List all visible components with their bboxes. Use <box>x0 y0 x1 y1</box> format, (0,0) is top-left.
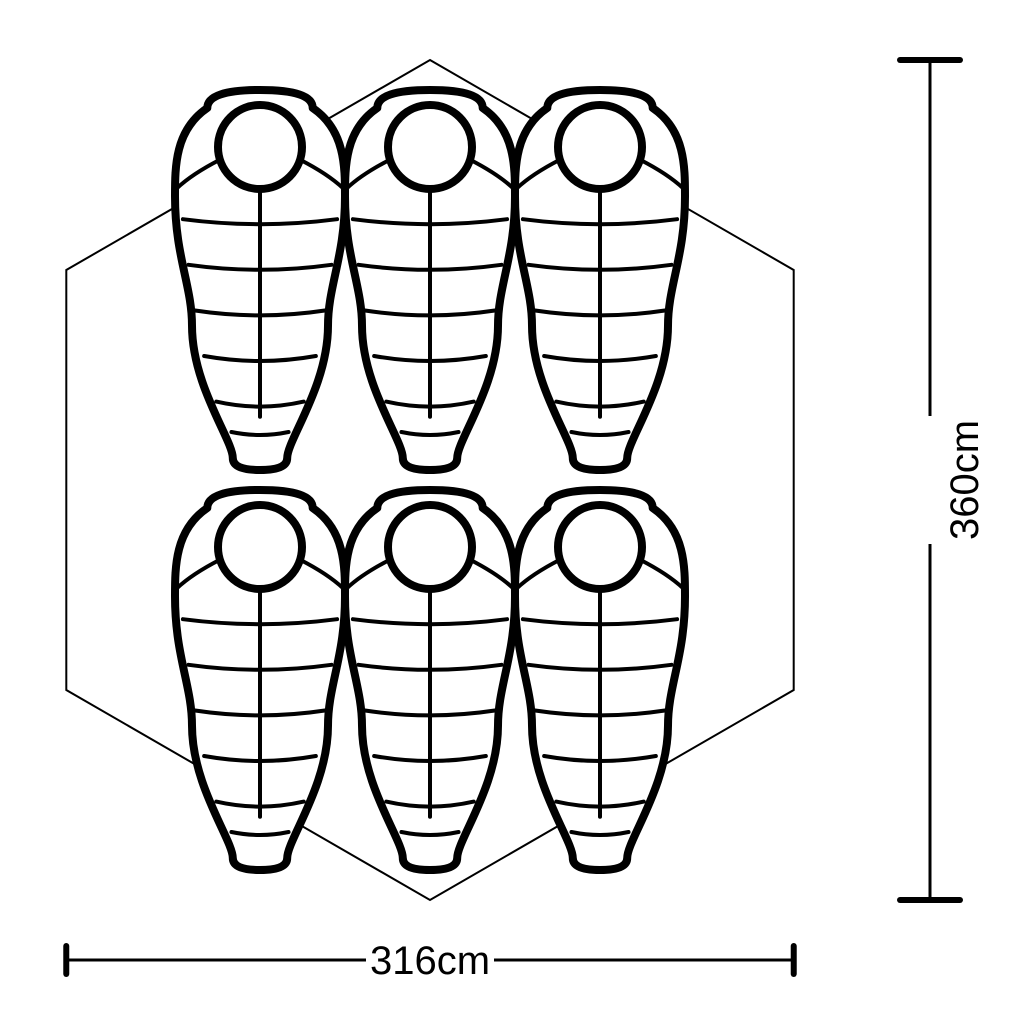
height-label: 360cm <box>943 420 987 540</box>
width-label: 316cm <box>370 939 490 983</box>
